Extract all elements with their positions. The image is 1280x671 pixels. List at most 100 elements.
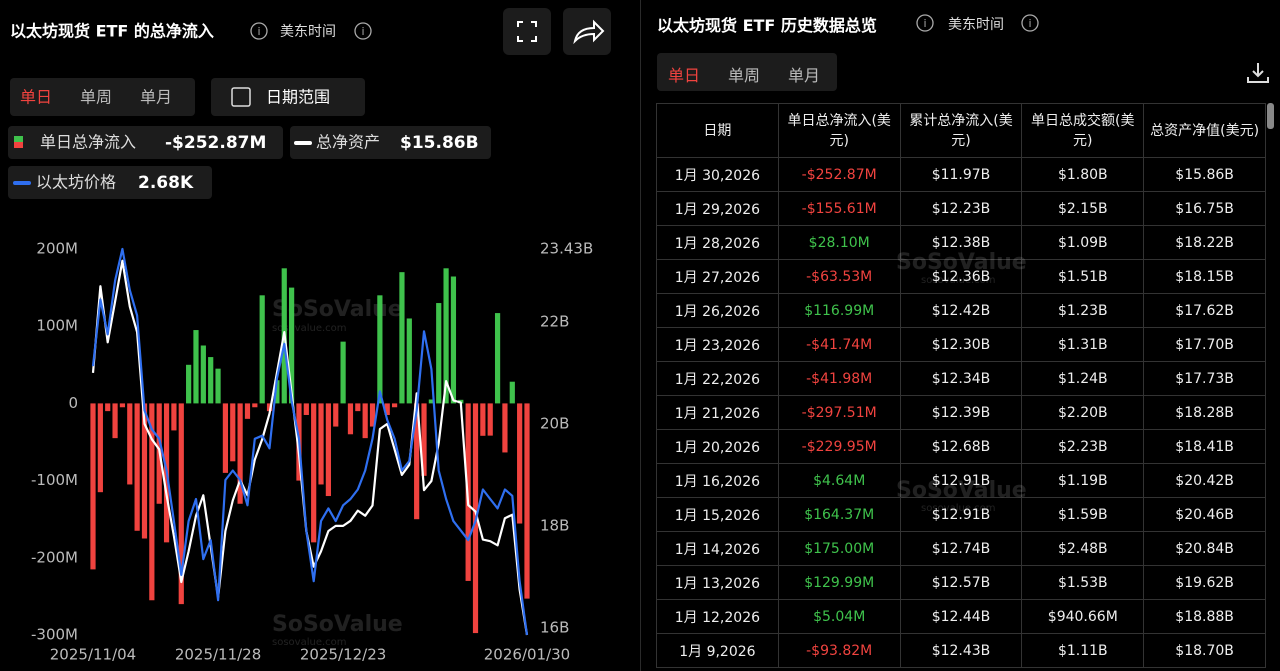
y2-tick-label: 20B [540,414,569,432]
bar [369,403,376,427]
tab[interactable]: 单月 [140,88,172,107]
tab[interactable]: 单月 [788,66,821,85]
table-cell: $1.80B [1021,157,1145,192]
x-tick-label: 2025/12/23 [300,646,386,664]
y-tick-label: -300M [31,626,78,644]
table-cell: $1.24B [1021,361,1145,396]
legend-item[interactable] [290,126,491,159]
y-tick-label: 0 [68,394,78,412]
bar [259,295,265,404]
table-cell: $2.23B [1021,429,1145,464]
tab-active[interactable]: 单日 [20,88,52,107]
date-range-button[interactable] [211,78,365,116]
info-icon[interactable] [250,22,268,40]
right-panel: 以太坊现货 ETF 历史数据总览 i 美东时间 i 单日 单周 单月 日期 单日总… [641,0,1280,671]
info-icon[interactable]: i [915,13,935,33]
info-icon[interactable]: i [1020,13,1040,33]
table-cell: $20.84B [1143,531,1266,566]
table-cell: 1月 28,2026 [656,225,779,260]
table-cell: $175.00M [777,531,901,566]
table-cell: $12.43B [899,633,1023,668]
watermark-sub: sosovalue.com [272,637,347,648]
bar [230,403,236,462]
table-cell: $116.99M [777,293,901,328]
legend-item[interactable] [8,166,212,199]
table-cell: $12.57B [899,565,1023,600]
table-cell: 1月 30,2026 [656,157,779,192]
bar [502,403,508,453]
table-cell: $18.41B [1143,429,1266,464]
table-cell: 1月 21,2026 [656,395,779,430]
bar [186,364,192,404]
table-cell: $1.09B [1021,225,1145,260]
table-cell: $17.73B [1143,361,1266,396]
bar [149,403,155,601]
table-cell: 1月 29,2026 [656,191,779,226]
table-cell: $129.99M [777,565,901,600]
legend-label: 以太坊价格 [36,173,116,192]
tab[interactable]: 单周 [728,66,761,85]
fullscreen-button[interactable] [503,8,551,55]
table-cell: -$93.82M [777,633,901,668]
column-header: 单日总净流入(美元) [777,103,901,158]
table-cell: $20.42B [1143,463,1266,498]
table-cell: $18.22B [1143,225,1266,260]
legend-item[interactable] [8,126,283,159]
timezone: 美东时间 [280,24,336,40]
legend-value: $15.86B [400,133,479,153]
calendar-icon [231,87,251,107]
table-cell: 1月 9,2026 [656,633,779,668]
tab-active[interactable]: 单日 [668,66,701,85]
table-cell: $12.30B [899,327,1023,362]
table-header: 日期 单日总净流入(美元) 累计总净流入(美元) 单日总成交额(美元) 总资产净值(美元… [656,103,1266,158]
table-cell: $2.48B [1021,531,1145,566]
scrollbar[interactable] [1267,103,1274,129]
table-cell: 1月 22,2026 [656,361,779,396]
column-header: 单日总成交额(美元) [1021,103,1145,158]
table-cell: $4.64M [777,463,901,498]
table-row: 1月 23,2026 -$41.74M $12.30B $1.31B $17.70B [656,327,1266,362]
table-cell: -$41.98M [777,361,901,396]
y-tick-label: 200M [36,240,78,258]
y2-tick-label: 18B [540,516,569,534]
y2-tick-label: 16B [540,618,569,636]
table-row: 1月 22,2026 -$41.98M $12.34B $1.24B $17.73B [656,361,1266,396]
info-icon[interactable] [354,22,372,40]
x-tick-label: 2025/11/28 [175,646,261,664]
bar [200,345,206,404]
period-tabs: 单日 单周 单月 [657,53,837,91]
column-header: 累计总净流入(美元) [899,103,1023,158]
table-cell: $18.70B [1143,633,1266,668]
bar [436,303,442,404]
bar [289,287,295,404]
table-cell: $28.10M [777,225,901,260]
table-cell: $18.88B [1143,599,1266,634]
bar [112,403,118,439]
bar [480,403,486,436]
tab[interactable]: 单周 [80,88,112,107]
table-cell: 1月 15,2026 [656,497,779,532]
chart-title: 以太坊现货 ETF 的总净流入 [10,22,214,41]
x-tick-label: 2026/01/30 [484,646,570,664]
bar [443,268,449,404]
fullscreen-icon [517,21,537,42]
table-cell: $2.20B [1021,395,1145,430]
bar [340,341,346,404]
bar [119,403,126,408]
table-cell: -$229.95M [777,429,901,464]
table-cell: -$63.53M [777,259,901,294]
y2-tick-label: 23.43B [540,240,593,258]
table-cell: $1.11B [1021,633,1145,668]
table-cell: 1月 20,2026 [656,429,779,464]
download-icon[interactable] [1245,60,1271,86]
table-cell: $16.75B [1143,191,1266,226]
table-cell: $12.23B [899,191,1023,226]
bar [266,403,273,412]
table-row: 1月 20,2026 -$229.95M $12.68B $2.23B $18.41B [656,429,1266,464]
bar [97,403,103,493]
table-row: 1月 14,2026 $175.00M $12.74B $2.48B $20.84B [656,531,1266,566]
bar [377,295,383,404]
share-button[interactable] [563,8,611,55]
bar [303,403,309,415]
